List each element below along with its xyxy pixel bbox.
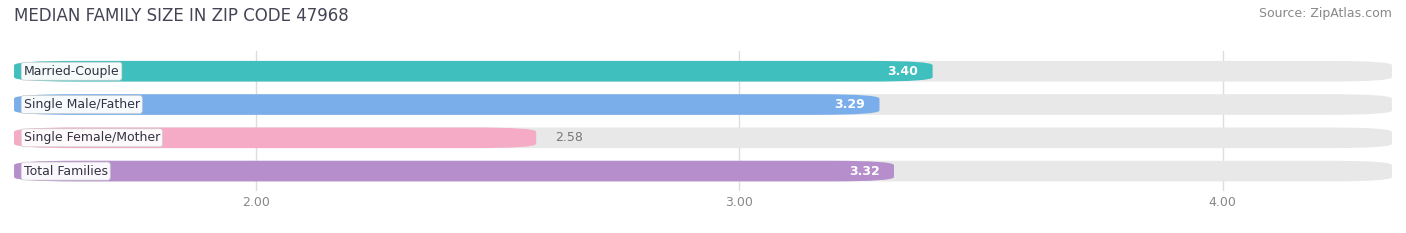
Text: 3.40: 3.40 — [887, 65, 918, 78]
Text: MEDIAN FAMILY SIZE IN ZIP CODE 47968: MEDIAN FAMILY SIZE IN ZIP CODE 47968 — [14, 7, 349, 25]
Text: Single Female/Mother: Single Female/Mother — [24, 131, 160, 144]
FancyBboxPatch shape — [14, 61, 932, 82]
Text: Single Male/Father: Single Male/Father — [24, 98, 139, 111]
Text: 3.32: 3.32 — [849, 164, 880, 178]
FancyBboxPatch shape — [14, 94, 1392, 115]
Text: Source: ZipAtlas.com: Source: ZipAtlas.com — [1258, 7, 1392, 20]
Text: 3.29: 3.29 — [834, 98, 865, 111]
FancyBboxPatch shape — [14, 161, 1392, 182]
Text: Married-Couple: Married-Couple — [24, 65, 120, 78]
Text: 2.58: 2.58 — [555, 131, 583, 144]
FancyBboxPatch shape — [14, 127, 1392, 148]
FancyBboxPatch shape — [14, 127, 536, 148]
FancyBboxPatch shape — [14, 161, 894, 182]
FancyBboxPatch shape — [14, 61, 1392, 82]
FancyBboxPatch shape — [14, 94, 880, 115]
Text: Total Families: Total Families — [24, 164, 108, 178]
